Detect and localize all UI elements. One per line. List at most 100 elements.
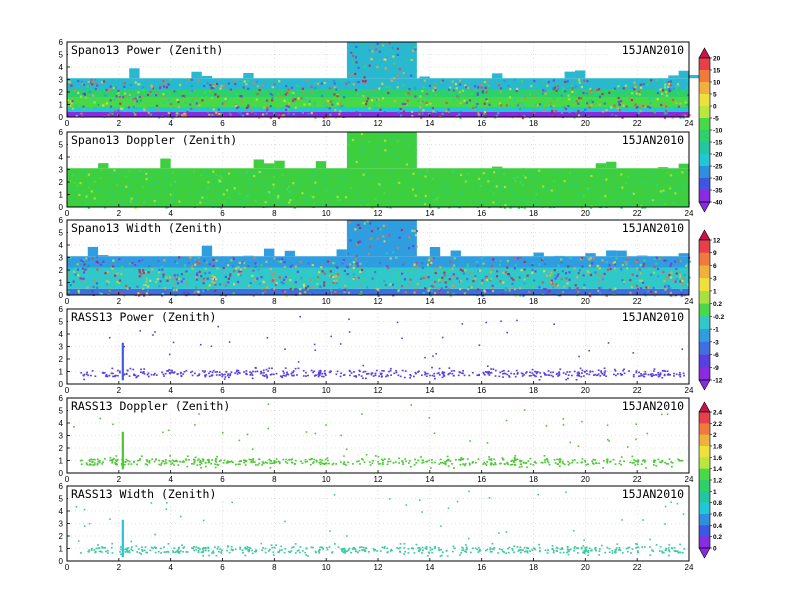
texture-cell [163,259,166,262]
y-tick-label: 2 [59,88,64,97]
scatter-point [587,554,590,557]
scatter-point [356,551,359,554]
scatter-point [653,368,656,370]
outlier-point [83,508,86,511]
texture-cell [534,270,537,273]
texture-cell [238,192,241,195]
outlier-point [562,418,565,420]
texture-cell [374,197,377,201]
edge-cell [668,75,679,79]
scatter-point [386,547,389,550]
texture-cell [622,282,625,285]
texture-cell [420,170,423,174]
scatter-point [190,463,193,465]
texture-cell [550,102,553,105]
scatter-point [205,465,207,468]
texture-cell [523,206,526,210]
scatter-point [114,459,117,462]
texture-cell [496,201,499,205]
texture-cell [325,102,328,105]
scatter-point [80,463,83,465]
scatter-point [130,463,133,465]
scatter-point [594,373,597,376]
texture-cell [282,282,285,285]
texture-cell [604,195,607,198]
texture-cell [530,172,533,176]
scatter-point [130,548,133,551]
outlier-point [88,522,91,525]
texture-cell [470,92,473,96]
texture-cell [440,80,443,83]
texture-cell [167,83,170,86]
texture-cell [566,282,569,285]
scatter-point [636,463,639,465]
scatter-point [210,374,213,377]
scatter-point [411,547,414,549]
texture-cell [263,106,266,109]
scatter-point [355,550,358,553]
texture-cell [456,203,459,206]
x-tick-label: 16 [477,209,486,218]
texture-cell [277,114,280,117]
texture-cell [654,185,658,189]
texture-cell [377,152,381,155]
x-tick-label: 14 [425,563,434,572]
texture-cell [128,262,132,265]
texture-cell [375,48,378,51]
texture-cell [522,294,525,298]
scatter-point [214,371,217,373]
scatter-point [431,551,434,554]
scatter-point [642,459,645,461]
scatter-point [116,458,119,461]
scatter-point [359,370,361,373]
texture-cell [585,92,588,95]
texture-cell [84,172,87,175]
colorbar-cell [699,154,710,167]
texture-cell [601,190,605,193]
texture-cell [72,280,75,283]
texture-cell [277,260,280,263]
scatter-point [540,375,542,378]
scatter-point [418,549,421,551]
texture-cell [190,265,194,268]
texture-cell [642,107,645,110]
texture-cell [251,185,255,188]
scatter-point [446,555,449,557]
texture-cell [504,287,508,290]
scatter-point [527,547,530,550]
texture-cell [555,201,558,204]
texture-cell [99,292,102,295]
texture-cell [333,190,336,193]
texture-cell [280,281,283,284]
scatter-point [263,371,265,374]
texture-cell [377,82,380,85]
scatter-point [171,462,174,465]
texture-cell [287,189,290,193]
outlier-point [330,335,332,338]
texture-cell [278,80,281,83]
texture-cell [622,104,625,107]
scatter-point [162,460,165,463]
texture-cell [230,199,233,202]
scatter-point [169,455,171,457]
texture-cell [620,78,624,81]
scatter-point [265,373,268,376]
scatter-point [524,372,527,374]
texture-cell [215,259,218,262]
texture-cell [461,269,464,272]
texture-cell [621,263,624,267]
texture-cell [459,111,462,114]
texture-cell [355,192,358,195]
date-backing [609,399,688,413]
scatter-point [265,368,268,371]
scatter-point [594,548,597,551]
scatter-point [319,458,322,461]
y-tick-label: 0 [59,113,64,122]
scatter-point [111,459,113,461]
texture-cell [658,192,661,195]
texture-cell [586,102,589,105]
texture-cell [280,180,283,184]
texture-cell [150,84,153,87]
texture-cell [384,67,387,70]
texture-cell [338,113,341,116]
